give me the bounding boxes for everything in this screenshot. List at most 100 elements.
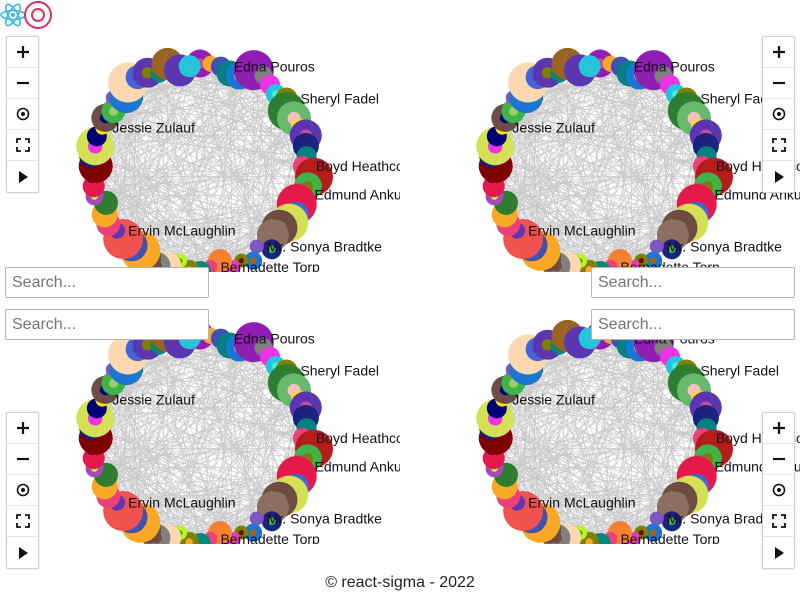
graph-edge [95,437,280,501]
graph-controls [6,412,39,569]
graph-edge [516,75,664,231]
graph-edge [156,75,240,267]
graph-edge [504,382,687,487]
graph-edge [189,66,309,187]
graph-node[interactable] [249,239,264,254]
graph-edge [559,345,621,534]
graph-panel-top-left[interactable]: Edna Pouros Sheryl Fadel Jessie Zulauf Boyd… [0,0,400,272]
graph-edge [610,335,697,488]
search-input[interactable] [591,309,795,340]
graph-panel-top-right[interactable]: Edna Pouros Sheryl Fadel Jessie Zulauf Boyd… [400,0,800,272]
graph-edge [116,370,287,503]
fullscreen-button[interactable] [7,506,38,537]
graph-edge [91,427,280,501]
fullscreen-button[interactable] [763,130,794,161]
graph-edge [495,398,700,419]
fullscreen-button[interactable] [763,506,794,537]
graph-edge [127,354,300,467]
graph-edge [588,370,687,543]
minus-icon [16,457,29,461]
zoom-out-button[interactable] [763,444,794,475]
graph-panel-bottom-left[interactable]: Edna Pouros Sheryl Fadel Jessie Zulauf Boyd… [0,272,400,544]
graph-edge [496,407,706,409]
graph-edge [123,203,297,240]
zoom-out-button[interactable] [763,68,794,99]
graph-node[interactable] [649,511,664,526]
reset-view-button[interactable] [763,99,794,130]
graph-edge [579,70,700,195]
graph-node[interactable] [649,239,664,254]
graph-edge [502,127,703,167]
graph-edge [516,370,687,503]
graph-edge [105,365,276,391]
graph-edge [105,370,287,391]
graph-edge [502,399,611,540]
graph-node[interactable] [178,55,201,78]
search-input[interactable] [5,309,209,340]
minus-icon [772,81,785,85]
graph-edge [91,155,280,229]
graph-edge [547,344,581,533]
layout-play-button[interactable] [7,161,38,192]
reset-view-button[interactable] [7,475,38,506]
graph-edge [512,369,633,541]
graph-edge [95,417,254,533]
search-input[interactable] [591,267,795,298]
graph-edge [159,345,221,534]
graph-node-core [249,257,257,265]
zoom-out-button[interactable] [7,68,38,99]
search-input[interactable] [5,267,209,298]
graph-edge [96,135,306,137]
zoom-in-button[interactable] [763,37,794,68]
graph-edge [495,165,621,262]
graph-edge [502,399,697,477]
graph-node-core [267,245,276,254]
graph-edge [159,73,221,262]
node-label: Ervin McLaughlin [528,223,635,239]
graph-edge [105,98,287,119]
graph-edge [547,344,680,500]
zoom-in-button[interactable] [7,413,38,444]
graph-edge [126,95,242,261]
graph-edge [95,165,272,250]
graph-edge [502,127,611,268]
layout-play-button[interactable] [763,537,794,568]
graph-edge [199,335,211,539]
graph-edge [179,342,274,508]
reset-view-button[interactable] [7,99,38,130]
node-label: Sheryl Fadel [300,90,379,106]
graph-edge [131,345,160,518]
graph-edge [113,382,233,541]
graph-edge [504,110,687,215]
graph-edge [579,342,673,522]
graph-edge [104,427,307,487]
graph-edge [104,110,287,215]
graph-edge [105,389,211,540]
zoom-in-button[interactable] [7,37,38,68]
graph-edge [526,95,642,261]
graph-edge [108,214,297,225]
graph-node[interactable] [249,511,264,526]
graph-edge [491,427,680,501]
graph-edge [556,75,640,267]
graph-edge [599,63,611,267]
graph-edge [491,155,680,229]
layout-play-button[interactable] [763,161,794,192]
zoom-in-button[interactable] [763,413,794,444]
graph-edge [495,437,680,501]
layout-play-button[interactable] [7,537,38,568]
graph-edge [495,165,680,229]
graph-edge [495,437,611,540]
fullscreen-button[interactable] [7,130,38,161]
graph-node[interactable] [578,55,601,78]
graph-edge [505,84,671,119]
graph-edge [167,63,201,272]
graph-edge [495,417,654,533]
graph-edge [113,382,303,439]
zoom-out-button[interactable] [7,444,38,475]
graph-edge [188,98,287,271]
reset-view-button[interactable] [763,475,794,506]
